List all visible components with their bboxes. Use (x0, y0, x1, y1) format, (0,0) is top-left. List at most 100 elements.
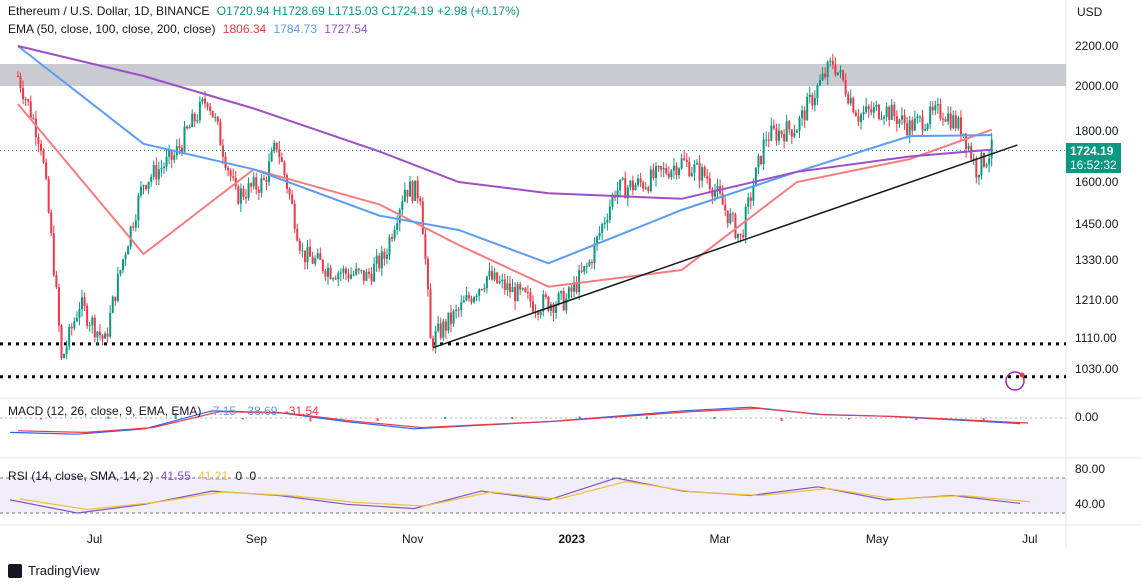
candle-body (460, 302, 463, 311)
candle-body (385, 254, 388, 259)
macd-histogram-bar (309, 418, 312, 422)
candle-body (47, 178, 50, 213)
ema-legend: EMA (50, close, 100, close, 200, close) … (8, 22, 372, 36)
candle-body (329, 267, 332, 279)
ema200-line (17, 45, 992, 200)
candle-body (411, 181, 414, 201)
candle-body (309, 246, 312, 257)
candle-body (204, 98, 206, 104)
candle-body (168, 150, 171, 157)
candle-body (388, 237, 391, 255)
candle-body (952, 115, 955, 129)
candle-body (852, 97, 855, 113)
candle-body (503, 279, 506, 291)
candle-body (298, 240, 301, 251)
candle-body (321, 259, 324, 272)
candle-body (419, 198, 422, 202)
macd-label[interactable]: MACD (12, 26, close, 9, EMA, EMA) (8, 404, 202, 418)
candle-body (426, 258, 429, 290)
candle-body (544, 294, 547, 297)
ema-label[interactable]: EMA (50, close, 100, close, 200, close) (8, 22, 216, 36)
candle-body (155, 165, 158, 180)
candle-body (826, 62, 829, 78)
candle-body (42, 150, 45, 163)
candle-body (729, 213, 732, 224)
rsi-v4: 0 (249, 469, 257, 483)
candle-body (403, 189, 406, 202)
candle-body (370, 273, 373, 282)
candle-body (680, 158, 683, 169)
candle-body (360, 270, 363, 272)
candle-body (188, 126, 191, 129)
candle-body (737, 233, 739, 239)
candle-body (391, 237, 394, 239)
candle-body (942, 118, 944, 120)
candle-body (749, 197, 752, 201)
candle-body (847, 94, 850, 104)
candle-body (916, 116, 919, 119)
brand-name[interactable]: TradingView (28, 563, 100, 578)
candle-body (63, 353, 66, 359)
candle-body (40, 143, 42, 151)
candle-body (626, 187, 629, 199)
candle-body (860, 114, 862, 122)
candle-body (409, 181, 411, 197)
ema100-value: 1784.73 (273, 22, 317, 36)
macd-histogram-bar (40, 418, 42, 420)
macd-histogram-bar (242, 418, 244, 420)
rsi-sma-line (19, 480, 1031, 511)
candle-body (603, 222, 606, 225)
candle-body (237, 186, 240, 204)
candle-body (344, 268, 347, 274)
time-tick: Sep (246, 532, 268, 546)
candle-body (593, 243, 596, 264)
candle-body (437, 323, 440, 331)
candle-body (780, 130, 783, 135)
candle-body (647, 187, 650, 192)
candle-body (16, 76, 19, 77)
candle-body (119, 270, 122, 275)
macd-v1: -7.15 (208, 404, 237, 418)
candle-body (452, 311, 455, 324)
candle-body (75, 317, 78, 322)
candle-body (888, 106, 891, 120)
ema50-value: 1806.34 (222, 22, 267, 36)
candle-body (806, 96, 809, 121)
candle-body (186, 126, 189, 129)
candle-body (247, 183, 250, 199)
ema50-line (17, 103, 993, 288)
candle-body (421, 201, 424, 235)
current-price: 1724.19 (1070, 144, 1114, 158)
candle-body (86, 305, 89, 326)
candle-body (450, 312, 452, 324)
candle-body (906, 123, 909, 136)
alert-dot-icon (1019, 372, 1025, 378)
candle-body (37, 137, 40, 144)
candle-body (875, 104, 878, 107)
rsi-v2: 41.21 (198, 469, 229, 483)
macd-histogram-bar (376, 418, 379, 421)
candle-body (747, 197, 750, 207)
candle-body (842, 70, 845, 81)
symbol-title[interactable]: Ethereum / U.S. Dollar, 1D, BINANCE (8, 4, 210, 18)
candle-body (608, 206, 611, 220)
candle-body (339, 272, 342, 274)
candle-body (508, 283, 511, 293)
candle-body (634, 185, 637, 191)
candle-body (555, 304, 558, 313)
candle-body (462, 300, 465, 303)
candle-body (926, 123, 929, 129)
candle-body (337, 273, 340, 280)
rsi-label[interactable]: RSI (14, close, SMA, 14, 2) (8, 469, 154, 483)
candle-body (578, 270, 581, 293)
candle-body (19, 76, 22, 89)
macd-histogram-bar (444, 417, 446, 419)
price-tick: 1330.00 (1075, 253, 1119, 267)
candle-body (678, 168, 681, 175)
candle-body (621, 178, 624, 180)
candle-body (447, 312, 450, 331)
candle-body (583, 265, 586, 272)
candle-body (588, 261, 591, 266)
candle-body (637, 178, 640, 186)
